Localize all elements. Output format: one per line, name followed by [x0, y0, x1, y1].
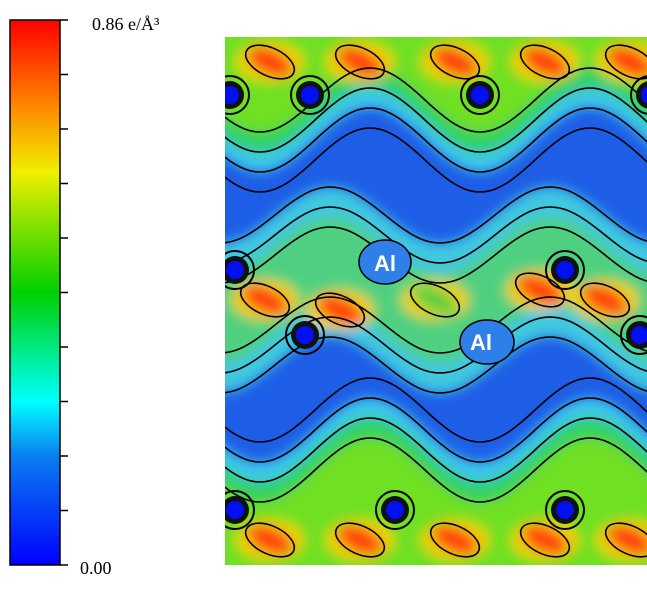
density-peak: [432, 47, 478, 77]
atom-ring: [620, 315, 647, 355]
contour: [225, 417, 647, 483]
colorbar-min-label: 0.00: [80, 558, 112, 578]
atom-core: [296, 326, 314, 344]
contour: [579, 282, 631, 318]
contour: [225, 206, 647, 264]
density-peak: [582, 285, 628, 315]
contour: [519, 44, 571, 80]
contour: [429, 44, 481, 80]
atom-ring: [225, 490, 255, 530]
colorbar: [9, 19, 61, 566]
contour: [225, 186, 647, 244]
atom-ring: [375, 490, 415, 530]
contour: [225, 397, 647, 463]
atom-ring: [225, 75, 250, 115]
al-atom: [358, 239, 412, 285]
contour: [239, 282, 291, 318]
density-peak: [337, 47, 383, 77]
contour: [519, 522, 571, 558]
density-peak: [522, 525, 568, 555]
atom-ring: [460, 75, 500, 115]
atom-core: [631, 326, 647, 344]
contour: [409, 282, 461, 318]
colorbar-ticks: [60, 19, 68, 566]
atom-label: Al: [470, 330, 492, 355]
atom-ring: [225, 250, 255, 290]
contour: [225, 127, 647, 193]
density-peak: [607, 525, 647, 555]
density-peak: [247, 47, 293, 77]
contour: [225, 107, 647, 173]
contour: [334, 522, 386, 558]
atom-core: [225, 86, 239, 104]
contour: [429, 522, 481, 558]
contour: [225, 336, 647, 394]
contour: [225, 67, 647, 133]
contour: [244, 44, 296, 80]
atom-core: [386, 501, 404, 519]
atom-core: [641, 86, 647, 104]
atom-label: Al: [374, 251, 396, 276]
contour: [225, 316, 647, 374]
atom-core: [226, 261, 244, 279]
density-peak: [432, 525, 478, 555]
contour: [225, 296, 647, 354]
contour: [244, 522, 296, 558]
atom-ring: [545, 250, 585, 290]
al-atom: [459, 319, 515, 365]
atom-core: [226, 501, 244, 519]
contour: [225, 437, 647, 503]
density-peak: [247, 525, 293, 555]
contour: [314, 292, 366, 328]
atom-ring: [545, 490, 585, 530]
atom-core: [471, 86, 489, 104]
contour: [514, 272, 566, 308]
contour: [225, 377, 647, 443]
atom-core: [556, 261, 574, 279]
contour: [225, 87, 647, 153]
contour: [225, 226, 647, 284]
atom-ring: [290, 75, 330, 115]
atom-ring: [630, 75, 647, 115]
density-peak: [412, 285, 458, 315]
charge-density-map: [225, 37, 647, 565]
density-peak: [337, 525, 383, 555]
atom-core: [301, 86, 319, 104]
density-peak: [522, 47, 568, 77]
contour: [604, 44, 647, 80]
contour: [604, 522, 647, 558]
atom-ring: [285, 315, 325, 355]
colorbar-max-label: 0.86 e/Å³: [92, 14, 160, 34]
density-peak: [607, 47, 647, 77]
density-peak: [242, 285, 288, 315]
atom-core: [556, 501, 574, 519]
contour: [334, 44, 386, 80]
